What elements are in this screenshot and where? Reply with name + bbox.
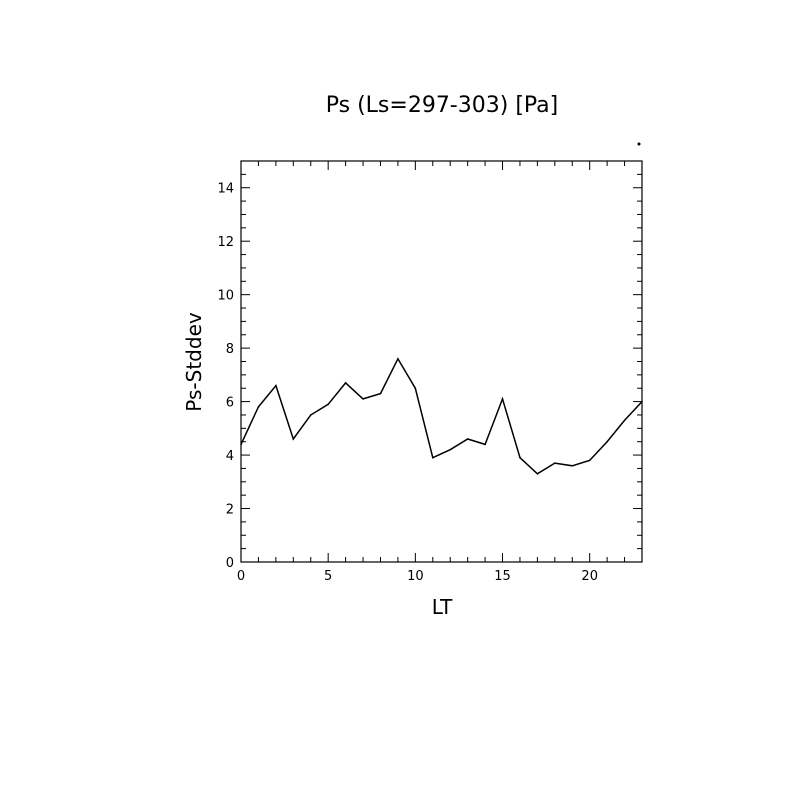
y-axis-label: Ps-Stddev bbox=[182, 312, 206, 412]
x-axis-label: LT bbox=[432, 595, 453, 619]
data-point bbox=[309, 414, 312, 416]
y-tick-label: 8 bbox=[226, 342, 234, 357]
data-point bbox=[519, 456, 521, 459]
x-tick-label: 15 bbox=[494, 569, 511, 584]
data-point bbox=[431, 456, 434, 459]
data-point bbox=[449, 448, 452, 451]
data-point bbox=[484, 443, 486, 446]
y-tick-label: 12 bbox=[217, 235, 234, 250]
plot-frame bbox=[240, 160, 643, 563]
data-point bbox=[414, 387, 417, 390]
y-tick-label: 10 bbox=[217, 289, 234, 304]
data-point bbox=[240, 443, 242, 446]
x-tick-label: 5 bbox=[324, 569, 332, 584]
x-tick-label: 10 bbox=[407, 569, 424, 584]
data-point bbox=[571, 464, 574, 467]
data-point bbox=[275, 384, 277, 387]
data-point bbox=[466, 438, 469, 440]
y-tick-label: 0 bbox=[226, 556, 234, 571]
data-point bbox=[362, 398, 364, 400]
data-point bbox=[292, 438, 295, 440]
axis-ticks bbox=[240, 160, 643, 563]
y-tick-label: 6 bbox=[226, 396, 234, 411]
corner-dot bbox=[637, 142, 641, 146]
data-point bbox=[501, 398, 504, 400]
data-point bbox=[588, 459, 591, 462]
data-point bbox=[379, 392, 382, 395]
chart-title: Ps (Ls=297-303) [Pa] bbox=[326, 93, 559, 118]
series-line bbox=[240, 357, 643, 475]
x-tick-label: 0 bbox=[237, 569, 245, 584]
tick-labels: 0 5 10 15 20 0 2 4 6 8 10 12 14 bbox=[217, 182, 598, 584]
data-point bbox=[623, 419, 626, 422]
y-tick-label: 4 bbox=[226, 449, 234, 464]
data-point bbox=[606, 440, 608, 443]
y-tick-label: 2 bbox=[226, 503, 234, 518]
data-point bbox=[397, 358, 399, 360]
data-point bbox=[554, 462, 556, 464]
data-point bbox=[327, 403, 329, 406]
data-point bbox=[344, 382, 347, 384]
x-tick-label: 20 bbox=[581, 569, 598, 584]
data-point bbox=[536, 472, 539, 475]
data-point bbox=[641, 400, 643, 403]
data-points bbox=[240, 358, 643, 475]
data-point bbox=[257, 406, 260, 408]
y-tick-label: 14 bbox=[217, 182, 234, 197]
